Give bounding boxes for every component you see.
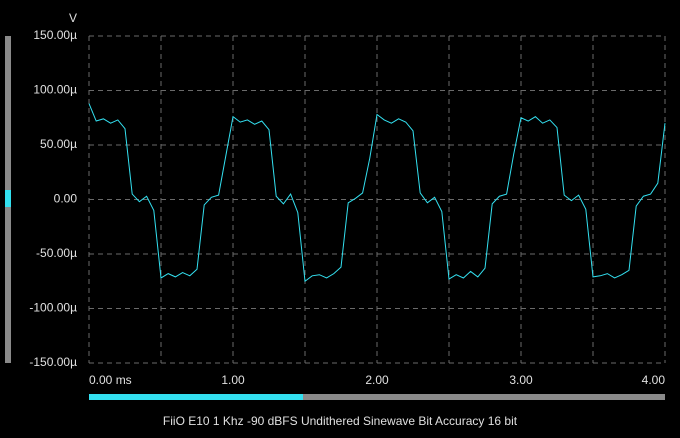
y-tick-label: 150.00µ [33, 28, 77, 42]
scroll-track[interactable] [89, 394, 665, 400]
x-tick-label: 2.00 [365, 373, 389, 387]
chart-title: FiiO E10 1 Khz -90 dBFS Undithered Sinew… [163, 414, 518, 428]
level-marker [5, 190, 11, 207]
x-tick-label: 1.00 [221, 373, 245, 387]
x-tick-label: 0.00 ms [89, 373, 132, 387]
scroll-thumb[interactable] [89, 394, 303, 400]
y-tick-label: -50.00µ [36, 246, 77, 260]
y-tick-label: 100.00µ [33, 83, 77, 97]
x-tick-label: 4.00 [642, 373, 666, 387]
data-line [88, 103, 666, 283]
y-axis-label: V [69, 11, 77, 25]
y-tick-label: 50.00µ [40, 137, 77, 151]
x-tick-label: 3.00 [509, 373, 533, 387]
y-tick-label: 0.00 [54, 192, 78, 206]
y-tick-label: -100.00µ [29, 301, 77, 315]
y-tick-label: -150.00µ [29, 355, 77, 369]
